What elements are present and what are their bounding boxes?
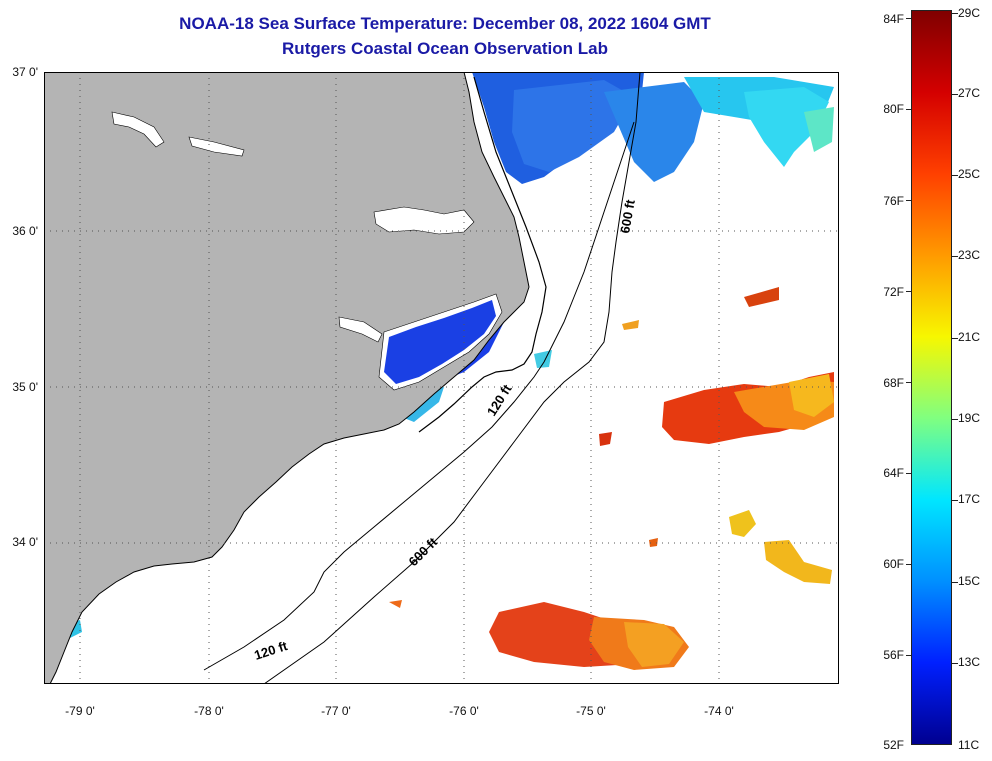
sst-colorbar — [911, 10, 952, 745]
lat-label-36: 36 0' — [12, 224, 38, 238]
map-frame — [44, 72, 839, 684]
colorbar-c-21: 21C — [958, 330, 981, 344]
lat-label-34: 34 0' — [12, 535, 38, 549]
colorbar-c-19: 19C — [958, 411, 981, 425]
albemarle-sound — [373, 206, 475, 235]
colorbar-tick — [906, 564, 912, 565]
lon-label-77: -77 0' — [321, 704, 351, 718]
colorbar-tick — [906, 382, 912, 383]
colorbar-f-60: 60F — [883, 557, 904, 571]
sst-patch-yellow-mid — [729, 510, 756, 537]
sst-patch-ne-green — [804, 107, 834, 152]
lon-label-78: -78 0' — [194, 704, 224, 718]
sst-patch-north-mid — [604, 82, 704, 182]
colorbar-f-56: 56F — [883, 648, 904, 662]
lon-label-74: -74 0' — [704, 704, 734, 718]
river-1 — [111, 111, 165, 148]
colorbar-c-13: 13C — [958, 655, 981, 669]
colorbar-f-68: 68F — [883, 376, 904, 390]
colorbar-tick — [952, 419, 958, 420]
colorbar-f-52: 52F — [883, 738, 904, 752]
colorbar-c-27: 27C — [958, 86, 981, 100]
contour-label-600-b: 600 ft — [617, 198, 638, 235]
lon-label-76: -76 0' — [449, 704, 479, 718]
colorbar-f-84: 84F — [883, 12, 904, 26]
colorbar-tick — [906, 18, 912, 19]
colorbar-tick — [952, 338, 958, 339]
chart-subtitle: Rutgers Coastal Ocean Observation Lab — [282, 39, 608, 58]
sst-patch-gulfstream-yellow — [789, 374, 834, 417]
contour-120ft — [203, 121, 635, 671]
colorbar-tick — [952, 582, 958, 583]
colorbar-c-17: 17C — [958, 492, 981, 506]
sst-patch-small-orange-1 — [649, 538, 658, 547]
colorbar-tick — [952, 500, 958, 501]
colorbar-tick — [906, 109, 912, 110]
colorbar-tick — [906, 291, 912, 292]
colorbar-c-23: 23C — [958, 248, 981, 262]
colorbar-tick — [952, 13, 958, 14]
colorbar-f-76: 76F — [883, 194, 904, 208]
colorbar-tick — [952, 256, 958, 257]
lon-label-79: -79 0' — [65, 704, 95, 718]
sst-patch-yellow-east — [764, 540, 832, 584]
colorbar-tick — [952, 663, 958, 664]
colorbar-tick — [906, 200, 912, 201]
lat-label-35: 35 0' — [12, 380, 38, 394]
colorbar-c-11: 11C — [958, 738, 980, 752]
colorbar-c-29: 29C — [958, 6, 981, 20]
contour-600ft — [263, 72, 641, 684]
colorbar-c-15: 15C — [958, 574, 981, 588]
sst-patch-small-red-2 — [744, 287, 779, 307]
colorbar-c-25: 25C — [958, 167, 981, 181]
colorbar-f-72: 72F — [883, 285, 904, 299]
pamlico-sst — [384, 300, 496, 384]
colorbar-tick — [906, 655, 912, 656]
chart-title: NOAA-18 Sea Surface Temperature: Decembe… — [179, 14, 711, 33]
sst-patch-south-small-orange — [389, 600, 402, 608]
colorbar-f-64: 64F — [883, 466, 904, 480]
sst-patch-small-red-1 — [599, 432, 612, 446]
sst-patch-small-orange-3 — [622, 320, 639, 330]
colorbar-tick — [952, 94, 958, 95]
sst-patch-north-cold-2 — [512, 80, 634, 172]
river-3 — [338, 316, 383, 343]
sst-map: 120 ft 120 ft 600 ft 600 ft — [44, 72, 839, 684]
graticule — [44, 72, 839, 684]
colorbar-tick — [952, 175, 958, 176]
sst-patch-south-amber — [624, 622, 684, 667]
river-2 — [188, 136, 245, 157]
colorbar-f-80: 80F — [883, 102, 904, 116]
outer-banks — [418, 76, 547, 433]
lat-label-37: 37 0' — [12, 65, 38, 79]
colorbar-tick — [906, 473, 912, 474]
sst-patch-north-cyan — [744, 87, 829, 167]
lon-label-75: -75 0' — [576, 704, 606, 718]
